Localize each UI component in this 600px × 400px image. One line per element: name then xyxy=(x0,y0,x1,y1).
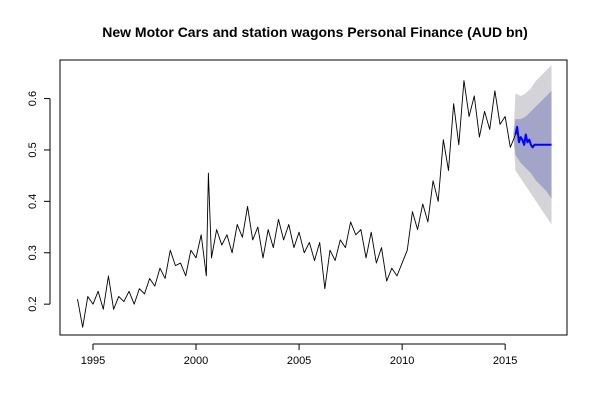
y-tick-label: 0.6 xyxy=(27,91,39,106)
axes-layer: 1995 2000 2005 2010 2015 0.2 0.3 0.4 0.5 0.6 xyxy=(27,59,568,367)
y-tick-label: 0.4 xyxy=(27,194,39,209)
y-tick-label: 0.2 xyxy=(27,297,39,312)
x-tick-label: 2010 xyxy=(390,355,414,367)
prediction-band-80-layer xyxy=(513,90,552,199)
plot-frame xyxy=(59,59,568,336)
history-series-line xyxy=(77,80,516,328)
forecast-series-layer xyxy=(514,125,552,149)
history-series-layer xyxy=(77,80,516,328)
forecast-series-line xyxy=(514,125,552,149)
y-tick-label: 0.5 xyxy=(27,142,39,157)
prediction-band-80 xyxy=(513,90,552,199)
x-tick-label: 2005 xyxy=(287,355,311,367)
y-tick-label: 0.3 xyxy=(27,245,39,260)
x-tick-label: 1995 xyxy=(81,355,105,367)
x-tick-label: 2015 xyxy=(493,355,517,367)
chart-title: New Motor Cars and station wagons Person… xyxy=(102,24,528,40)
x-tick-label: 2000 xyxy=(184,355,208,367)
